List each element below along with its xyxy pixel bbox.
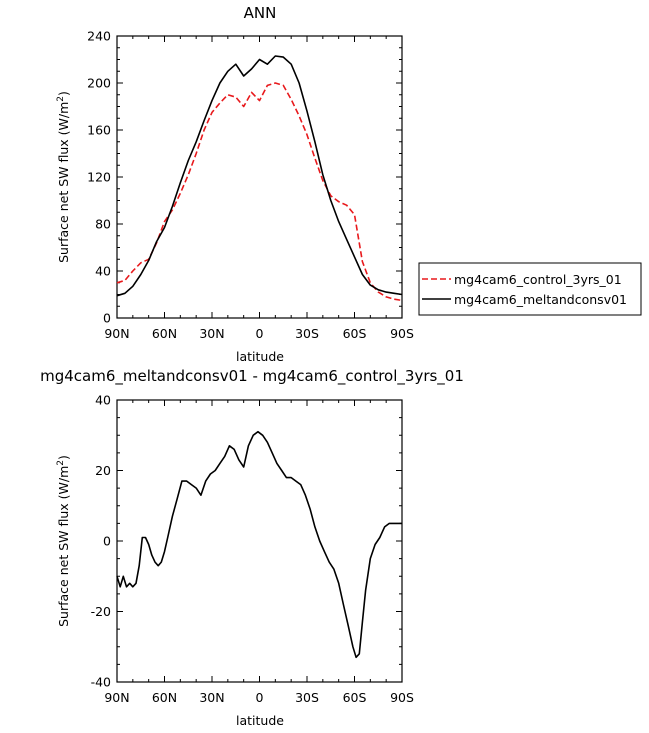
top-y-axis-label-sup: 2 bbox=[56, 96, 66, 102]
top-y-axis-label-close: ) bbox=[56, 91, 71, 96]
y-tick-label: 240 bbox=[87, 29, 111, 44]
bottom-panel: mg4cam6_meltandconsv01 - mg4cam6_control… bbox=[40, 367, 464, 728]
x-tick-label: 90S bbox=[390, 326, 414, 341]
legend: mg4cam6_control_3yrs_01 mg4cam6_meltandc… bbox=[418, 262, 642, 316]
bottom-y-axis-label: Surface net SW flux (W/m bbox=[56, 466, 71, 627]
legend-label-melt: mg4cam6_meltandconsv01 bbox=[454, 292, 627, 307]
svg-text:Surface net SW flux (W/m2): Surface net SW flux (W/m2) bbox=[56, 455, 71, 627]
x-tick-label: 30N bbox=[199, 690, 224, 705]
x-tick-label: 60N bbox=[152, 326, 177, 341]
bottom-y-axis-title: Surface net SW flux (W/m2) bbox=[56, 455, 71, 627]
x-tick-label: 90N bbox=[104, 326, 129, 341]
top-y-axis-title: Surface net SW flux (W/m2) bbox=[56, 91, 71, 263]
top-panel: ANN 90N 60N 30N 0 30S 60S 90S 0 40 80 120 160 200 240… bbox=[56, 4, 642, 364]
bottom-x-axis-title: latitude bbox=[236, 713, 284, 728]
series-line-mg4cam6_control_3yrs_01 bbox=[116, 82, 403, 302]
x-tick-label: 30S bbox=[295, 690, 319, 705]
bottom-y-axis-label-sup: 2 bbox=[56, 460, 66, 466]
top-plot-area: 90N 60N 30N 0 30S 60S 90S 0 40 80 120 160 200 240 bbox=[87, 29, 414, 342]
x-tick-label: 0 bbox=[256, 690, 264, 705]
bottom-chart-title: mg4cam6_meltandconsv01 - mg4cam6_control… bbox=[40, 367, 464, 386]
series-line-difference-0 bbox=[116, 430, 402, 659]
plot-frame bbox=[116, 35, 403, 319]
x-tick-label: 90S bbox=[390, 690, 414, 705]
y-tick-label: 200 bbox=[87, 76, 111, 91]
y-tick-label: 20 bbox=[95, 463, 111, 478]
x-tick-label: 30N bbox=[199, 326, 224, 341]
top-x-axis-title: latitude bbox=[236, 349, 284, 364]
plot-frame bbox=[116, 399, 403, 683]
series-line-mg4cam6_meltandconsv01 bbox=[116, 55, 403, 297]
legend-label-control: mg4cam6_control_3yrs_01 bbox=[454, 272, 622, 287]
top-chart-title: ANN bbox=[244, 4, 277, 22]
y-tick-label: -40 bbox=[91, 675, 111, 690]
x-tick-label: 60N bbox=[152, 690, 177, 705]
bottom-plot-area: 90N 60N 30N 0 30S 60S 90S -40 -20 0 20 40 bbox=[91, 393, 414, 706]
y-tick-label: -20 bbox=[91, 604, 111, 619]
y-tick-label: 0 bbox=[103, 311, 111, 326]
x-tick-label: 0 bbox=[256, 326, 264, 341]
svg-text:Surface net SW flux (W/m2): Surface net SW flux (W/m2) bbox=[56, 91, 71, 263]
x-tick-label: 90N bbox=[104, 690, 129, 705]
y-tick-label: 120 bbox=[87, 170, 111, 185]
y-tick-label: 80 bbox=[95, 217, 111, 232]
x-tick-label: 60S bbox=[343, 690, 367, 705]
y-tick-label: 40 bbox=[95, 264, 111, 279]
legend-box bbox=[418, 262, 642, 316]
x-tick-label: 60S bbox=[343, 326, 367, 341]
y-tick-label: 160 bbox=[87, 123, 111, 138]
y-tick-label: 0 bbox=[103, 534, 111, 549]
x-tick-label: 30S bbox=[295, 326, 319, 341]
y-tick-label: 40 bbox=[95, 393, 111, 408]
bottom-y-axis-label-close: ) bbox=[56, 455, 71, 460]
top-y-axis-label: Surface net SW flux (W/m bbox=[56, 102, 71, 263]
